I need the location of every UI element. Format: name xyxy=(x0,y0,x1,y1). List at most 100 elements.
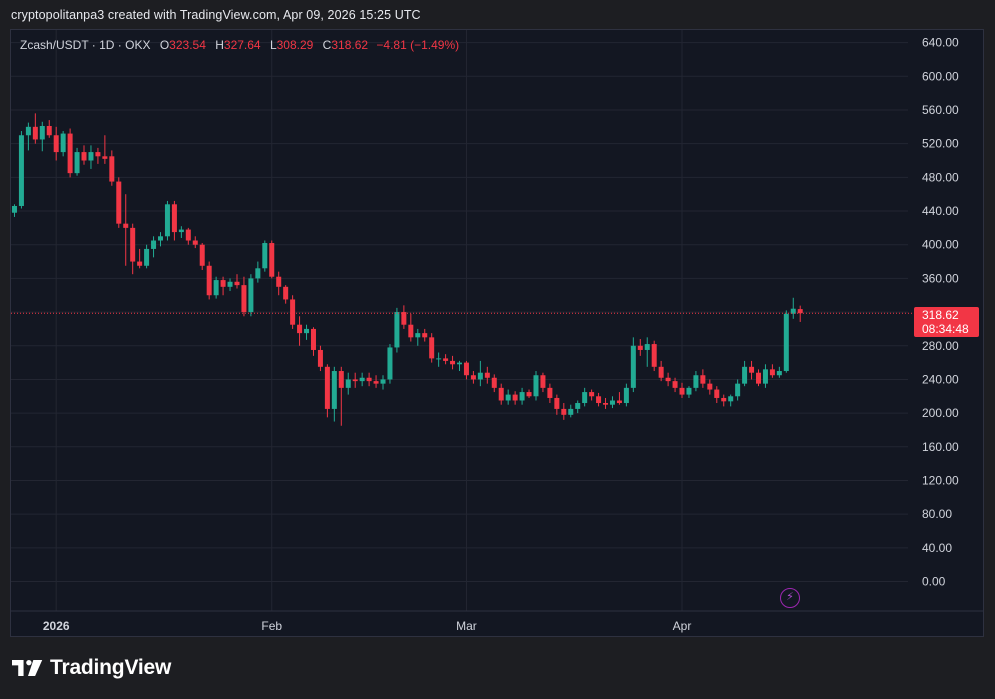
candle-up xyxy=(693,371,699,392)
lightning-bolt-icon[interactable]: ⚡ xyxy=(780,588,800,608)
candle-body xyxy=(797,309,803,314)
candle-body xyxy=(596,396,602,404)
candle-up xyxy=(387,344,393,384)
candle-down xyxy=(109,150,115,186)
candle-body xyxy=(512,394,518,401)
candle-up xyxy=(762,364,768,388)
time-tick-label: Apr xyxy=(673,619,692,633)
candle-body xyxy=(290,299,296,325)
candle-down xyxy=(102,135,108,164)
candle-body xyxy=(735,383,741,397)
candle-down xyxy=(310,327,316,356)
candle-up xyxy=(505,389,511,405)
candle-down xyxy=(192,236,198,249)
candle-down xyxy=(512,391,518,405)
candle-down xyxy=(797,305,803,322)
candle-body xyxy=(749,366,755,373)
candle-down xyxy=(700,369,706,388)
candle-up xyxy=(623,383,629,407)
candle-body xyxy=(526,392,532,397)
grid xyxy=(11,30,908,611)
low-value: 308.29 xyxy=(276,38,314,52)
candle-body xyxy=(658,366,664,378)
candle-down xyxy=(491,374,497,393)
candle-down xyxy=(707,379,713,395)
candle-up xyxy=(533,371,539,401)
candle-down xyxy=(241,276,247,317)
candle-down xyxy=(408,313,414,342)
candle-up xyxy=(568,404,574,418)
candle-up xyxy=(436,352,442,367)
candle-body xyxy=(227,281,233,287)
price-tick-label: 400.00 xyxy=(922,238,959,252)
candle-body xyxy=(234,281,240,286)
last-price-tag: 318.62 08:34:48 xyxy=(914,307,979,337)
price-tick-label: 360.00 xyxy=(922,271,959,285)
candle-down xyxy=(616,392,622,405)
candle-body xyxy=(380,379,386,384)
candle-body xyxy=(436,358,442,360)
candle-down xyxy=(603,397,609,409)
candle-down xyxy=(651,340,657,372)
tradingview-logo-icon xyxy=(12,660,43,676)
candle-body xyxy=(491,377,497,388)
candle-body xyxy=(547,387,553,398)
close-label: C xyxy=(322,38,332,52)
candle-body xyxy=(123,223,129,228)
candle-up xyxy=(609,396,615,409)
candle-body xyxy=(283,286,289,300)
candle-down xyxy=(234,274,240,289)
candle-body xyxy=(533,375,539,397)
candle-body xyxy=(554,397,560,409)
candle-down xyxy=(199,243,205,270)
candle-body xyxy=(116,181,122,224)
candle-body xyxy=(39,125,45,140)
candle-body xyxy=(81,152,87,161)
candle-down xyxy=(297,316,303,346)
candle-body xyxy=(248,278,254,313)
candle-up xyxy=(25,122,31,151)
candle-up xyxy=(477,360,483,387)
candle-down xyxy=(137,248,143,269)
candle-down xyxy=(269,240,275,279)
symbol-label[interactable]: Zcash/USDT · 1D · OKX xyxy=(20,38,151,52)
candle-body xyxy=(11,205,17,213)
candle-body xyxy=(755,372,762,384)
price-tick-label: 520.00 xyxy=(922,137,959,151)
candle-body xyxy=(151,240,157,249)
candle-body xyxy=(665,377,671,382)
candle-body xyxy=(60,133,66,153)
candle-body xyxy=(304,328,310,334)
candle-down xyxy=(498,383,504,405)
candle-up xyxy=(60,131,66,157)
chart-attribution: cryptopolitanpa3 created with TradingVie… xyxy=(11,8,421,22)
candle-up xyxy=(415,328,421,346)
candle-body xyxy=(95,152,101,157)
candle-down xyxy=(185,227,191,245)
price-tick-label: 440.00 xyxy=(922,204,959,218)
candle-body xyxy=(728,396,734,402)
candle-body xyxy=(790,308,796,314)
candle-down xyxy=(540,372,546,393)
candle-down xyxy=(276,271,282,296)
close-value: 318.62 xyxy=(331,38,369,52)
candle-body xyxy=(422,333,428,338)
candle-body xyxy=(109,156,115,182)
candle-body xyxy=(387,347,393,380)
candle-body xyxy=(255,268,261,279)
price-tick-label: 200.00 xyxy=(922,406,959,420)
candle-body xyxy=(415,333,421,338)
candle-body xyxy=(575,403,581,409)
candle-body xyxy=(157,236,164,241)
candle-body xyxy=(192,240,198,245)
candle-down xyxy=(637,339,643,356)
candle-up xyxy=(783,310,789,373)
time-axis: 2026 Feb Mar Apr xyxy=(11,610,984,633)
candle-body xyxy=(185,229,191,241)
candle-down xyxy=(317,345,323,372)
candle-down xyxy=(206,261,212,300)
candle-down xyxy=(352,372,358,388)
tradingview-brand[interactable]: TradingView xyxy=(12,656,171,680)
chart-frame[interactable] xyxy=(10,29,984,637)
